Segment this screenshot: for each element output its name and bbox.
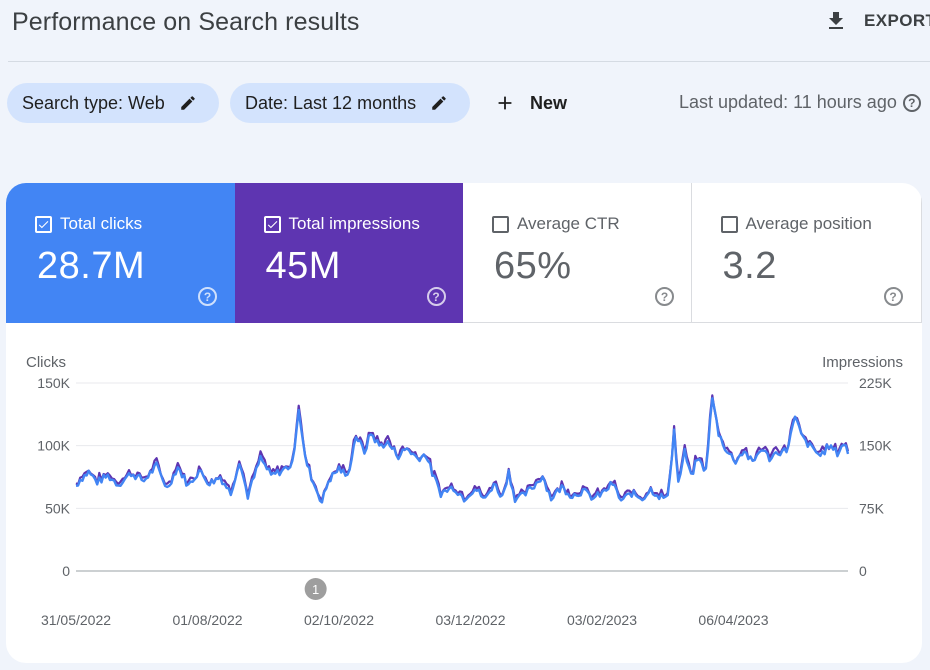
metric-label: Average position	[745, 214, 872, 233]
metric-value: 65%	[494, 245, 572, 287]
help-icon[interactable]: ?	[902, 93, 921, 112]
export-label: EXPORT	[864, 11, 930, 30]
x-tick-label: 01/08/2022	[172, 612, 242, 628]
annotation-marker[interactable]	[304, 578, 327, 600]
checkbox-unchecked-icon[interactable]	[492, 215, 509, 233]
metric-label: Average CTR	[517, 214, 620, 233]
metric-label-row: Average CTR	[492, 214, 620, 234]
date-range-chip[interactable]: Date: Last 12 months	[230, 83, 470, 123]
checkbox-unchecked-icon[interactable]	[720, 215, 738, 233]
metric-average-ctr[interactable]: Average CTR 65% ?	[463, 183, 692, 323]
x-tick-label: 31/05/2022	[41, 612, 111, 628]
annotation-label: 1	[312, 582, 319, 597]
y-tick-right: 225K	[859, 375, 892, 391]
x-axis: 31/05/2022 01/08/2022 02/10/2022 03/12/2022…	[41, 612, 769, 628]
y-axis-right-title: Impressions	[822, 354, 903, 371]
metric-label-row: Total impressions	[263, 214, 420, 234]
new-filter-label: New	[530, 92, 568, 113]
edit-pencil-icon	[432, 96, 446, 110]
metric-value: 3.2	[722, 245, 777, 287]
help-icon[interactable]: ?	[655, 287, 674, 306]
metric-label: Total clicks	[60, 214, 143, 233]
help-icon[interactable]: ?	[426, 287, 446, 306]
series-lines	[75, 394, 850, 504]
new-filter-button[interactable]: New	[494, 88, 567, 118]
download-icon	[829, 12, 843, 29]
metric-tabs: Total clicks 28.7M ? Total impressions 4…	[6, 183, 922, 323]
y-axis-right: 225K 150K 75K 0	[859, 375, 892, 579]
page-title: Performance on Search results	[12, 8, 360, 36]
y-tick-left: 150K	[37, 375, 70, 391]
series-line-total-clicks	[75, 397, 850, 504]
header-divider	[8, 61, 930, 62]
metric-value: 45M	[265, 245, 341, 287]
performance-card: Total clicks 28.7M ? Total impressions 4…	[6, 183, 922, 663]
x-tick-label: 06/04/2023	[698, 612, 768, 628]
help-icon[interactable]: ?	[883, 287, 903, 306]
series-line-total-impressions	[75, 394, 850, 502]
metric-average-position[interactable]: Average position 3.2 ?	[691, 183, 922, 323]
annotation[interactable]: 1	[304, 578, 327, 600]
checkbox-checked-icon[interactable]	[35, 215, 52, 233]
x-tick-label: 03/02/2023	[567, 612, 637, 628]
y-axis-left-title: Clicks	[26, 354, 66, 371]
search-type-chip[interactable]: Search type: Web	[7, 83, 219, 123]
y-tick-left: 100K	[37, 438, 70, 454]
y-tick-right: 150K	[859, 438, 892, 454]
y-tick-right: 0	[859, 563, 867, 579]
export-button[interactable]: EXPORT	[824, 8, 930, 34]
y-axis-left: 150K 100K 50K 0	[37, 375, 70, 579]
metric-label-row: Average position	[720, 214, 872, 234]
date-range-label: Date: Last 12 months	[245, 92, 417, 113]
grid	[76, 382, 848, 572]
metric-value: 28.7M	[37, 245, 146, 287]
search-type-label: Search type: Web	[22, 92, 165, 113]
edit-pencil-icon	[181, 96, 195, 110]
metric-total-clicks[interactable]: Total clicks 28.7M ?	[6, 183, 235, 323]
y-tick-right: 75K	[859, 500, 885, 516]
y-tick-left: 0	[62, 563, 70, 579]
last-updated: Last updated: 11 hours ago ?	[679, 92, 921, 113]
plus-icon	[498, 96, 512, 110]
x-tick-label: 03/12/2022	[435, 612, 505, 628]
performance-chart: Clicks Impressions 150K 100K 50K 0 225K 150K…	[26, 354, 903, 628]
metric-label-row: Total clicks	[35, 214, 142, 234]
x-tick-label: 02/10/2022	[304, 612, 374, 628]
checkbox-checked-icon[interactable]	[263, 215, 281, 233]
last-updated-text: Last updated: 11 hours ago	[679, 92, 897, 112]
metric-label: Total impressions	[288, 214, 420, 233]
metric-total-impressions[interactable]: Total impressions 45M ?	[234, 183, 463, 323]
y-tick-left: 50K	[45, 500, 71, 516]
help-icon[interactable]: ?	[198, 287, 217, 306]
